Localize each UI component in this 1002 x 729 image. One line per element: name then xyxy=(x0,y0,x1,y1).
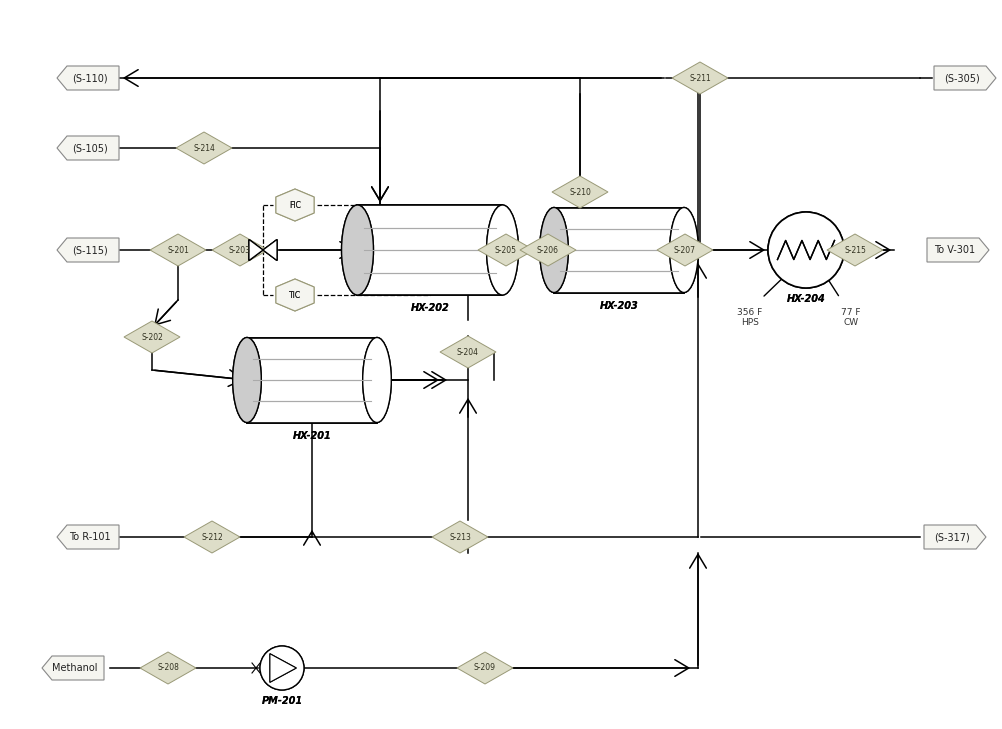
Polygon shape xyxy=(42,656,104,680)
Ellipse shape xyxy=(539,208,568,292)
Polygon shape xyxy=(248,240,263,260)
Bar xyxy=(246,338,377,423)
Polygon shape xyxy=(827,234,882,266)
Text: S-203: S-203 xyxy=(228,246,250,254)
Text: HX-201: HX-201 xyxy=(293,431,331,440)
Ellipse shape xyxy=(539,208,568,292)
Ellipse shape xyxy=(669,208,697,292)
Text: HX-201: HX-201 xyxy=(293,431,331,440)
Ellipse shape xyxy=(669,208,697,292)
Text: (S-110): (S-110) xyxy=(72,73,107,83)
Polygon shape xyxy=(270,654,296,682)
Text: (S-305): (S-305) xyxy=(943,73,979,83)
Bar xyxy=(246,338,377,423)
Polygon shape xyxy=(933,66,995,90)
Ellipse shape xyxy=(486,205,518,295)
Text: HX-204: HX-204 xyxy=(786,294,825,304)
Text: S-206: S-206 xyxy=(536,246,558,254)
Text: S-207: S-207 xyxy=(673,246,695,254)
Text: (S-317): (S-317) xyxy=(933,532,969,542)
Text: HX-202: HX-202 xyxy=(410,303,449,313)
Text: To V-301: To V-301 xyxy=(934,245,975,255)
Polygon shape xyxy=(551,176,607,208)
Text: S-204: S-204 xyxy=(457,348,479,356)
Polygon shape xyxy=(211,234,268,266)
Text: Methanol: Methanol xyxy=(52,663,97,673)
Text: 356 F
HPS: 356 F HPS xyxy=(736,308,762,327)
Text: TIC: TIC xyxy=(289,290,301,300)
Text: To R-101: To R-101 xyxy=(69,532,110,542)
Text: S-211: S-211 xyxy=(688,74,710,82)
Polygon shape xyxy=(270,654,296,682)
Polygon shape xyxy=(57,136,119,160)
Text: FIC: FIC xyxy=(289,200,301,209)
Text: HX-202: HX-202 xyxy=(410,303,449,313)
Text: 77 F
CW: 77 F CW xyxy=(841,308,860,327)
Polygon shape xyxy=(276,189,314,221)
Polygon shape xyxy=(276,279,314,311)
Polygon shape xyxy=(519,234,575,266)
Text: S-214: S-214 xyxy=(192,144,214,152)
Polygon shape xyxy=(656,234,712,266)
Polygon shape xyxy=(57,66,119,90)
Text: S-210: S-210 xyxy=(568,187,590,197)
Ellipse shape xyxy=(363,338,391,423)
Bar xyxy=(553,208,683,292)
Polygon shape xyxy=(478,234,533,266)
Polygon shape xyxy=(457,652,512,684)
Ellipse shape xyxy=(232,338,262,423)
Bar xyxy=(553,208,683,292)
Text: (S-105): (S-105) xyxy=(72,143,108,153)
Circle shape xyxy=(260,646,304,690)
Polygon shape xyxy=(440,336,496,368)
Text: S-213: S-213 xyxy=(449,532,471,542)
Polygon shape xyxy=(923,525,985,549)
Circle shape xyxy=(260,646,304,690)
Text: TIC: TIC xyxy=(289,290,301,300)
Polygon shape xyxy=(150,234,205,266)
Polygon shape xyxy=(248,240,263,260)
Polygon shape xyxy=(124,321,179,353)
Ellipse shape xyxy=(232,338,262,423)
Polygon shape xyxy=(183,521,239,553)
Ellipse shape xyxy=(342,205,373,295)
Text: S-209: S-209 xyxy=(474,663,496,672)
Polygon shape xyxy=(263,240,277,260)
Polygon shape xyxy=(276,279,314,311)
Circle shape xyxy=(768,212,843,288)
Ellipse shape xyxy=(342,205,373,295)
Polygon shape xyxy=(57,525,119,549)
Text: PM-201: PM-201 xyxy=(262,696,303,706)
Text: S-212: S-212 xyxy=(201,532,222,542)
Text: HX-203: HX-203 xyxy=(599,300,637,311)
Polygon shape xyxy=(175,132,231,164)
Polygon shape xyxy=(263,240,277,260)
Ellipse shape xyxy=(486,205,518,295)
Text: HX-203: HX-203 xyxy=(599,300,637,311)
Text: S-202: S-202 xyxy=(141,332,162,341)
Text: S-201: S-201 xyxy=(167,246,188,254)
Text: S-215: S-215 xyxy=(844,246,865,254)
Polygon shape xyxy=(140,652,195,684)
Polygon shape xyxy=(248,240,263,260)
Ellipse shape xyxy=(363,338,391,423)
Polygon shape xyxy=(671,62,727,94)
Polygon shape xyxy=(57,238,119,262)
Polygon shape xyxy=(276,189,314,221)
Text: FIC: FIC xyxy=(289,200,301,209)
Text: S-208: S-208 xyxy=(157,663,178,672)
Polygon shape xyxy=(926,238,988,262)
Polygon shape xyxy=(432,521,488,553)
Text: HX-204: HX-204 xyxy=(786,294,825,304)
Bar xyxy=(357,205,502,295)
Text: (S-115): (S-115) xyxy=(72,245,108,255)
Polygon shape xyxy=(263,240,277,260)
Circle shape xyxy=(768,212,843,288)
Bar xyxy=(357,205,502,295)
Text: S-205: S-205 xyxy=(495,246,516,254)
Text: PM-201: PM-201 xyxy=(262,696,303,706)
